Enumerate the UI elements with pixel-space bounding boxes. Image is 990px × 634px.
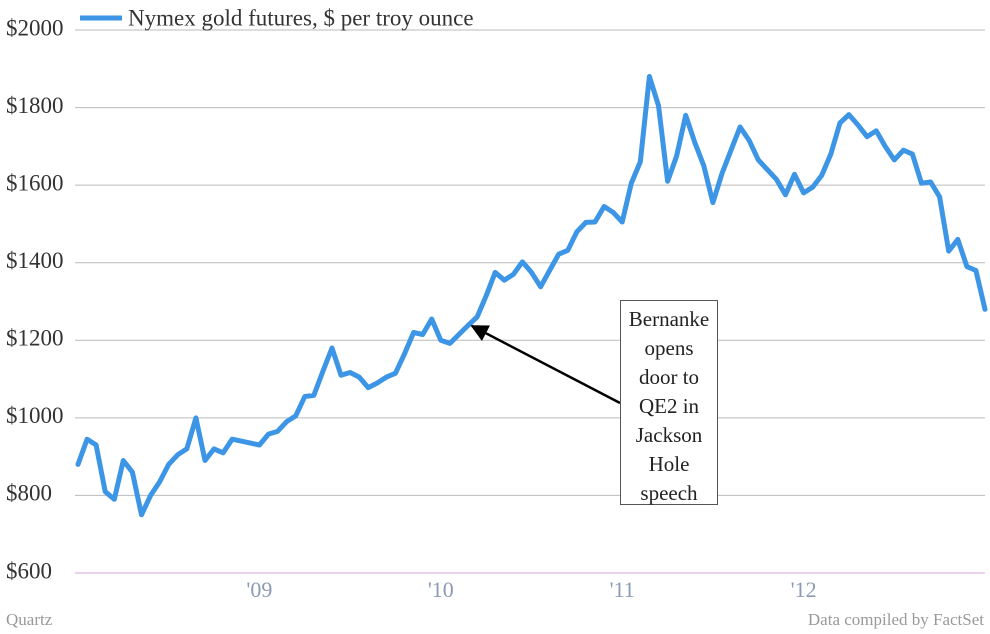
- x-tick-label: '11: [610, 577, 635, 602]
- y-tick-label: $1800: [6, 93, 64, 118]
- plot: [75, 74, 988, 518]
- source-right: Data compiled by FactSet: [808, 610, 984, 629]
- x-tick-label: '12: [791, 577, 817, 602]
- y-tick-label: $1600: [6, 170, 64, 195]
- y-tick-label: $2000: [6, 15, 64, 40]
- x-tick-label: '09: [246, 577, 272, 602]
- y-tick-label: $1000: [6, 403, 64, 428]
- y-tick-label: $600: [6, 558, 52, 583]
- x-tick-label: '10: [428, 577, 454, 602]
- y-tick-label: $1400: [6, 248, 64, 273]
- y-tick-label: $800: [6, 481, 52, 506]
- annotation-arrow: [470, 324, 621, 405]
- grid: [75, 29, 985, 574]
- source-left: Quartz: [6, 610, 53, 629]
- y-tick-label: $1200: [6, 326, 64, 351]
- annotation: Bernanke opens door to QE2 in Jackson Ho…: [620, 300, 718, 505]
- legend-label: Nymex gold futures, $ per troy ounce: [128, 5, 474, 30]
- data-line: [75, 74, 988, 518]
